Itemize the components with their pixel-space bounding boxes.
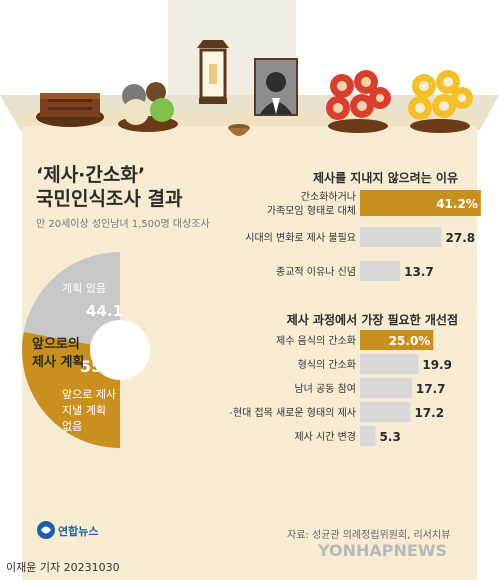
category-label: 시대의 변화로 제사 불필요: [245, 232, 356, 244]
bar-0: [360, 190, 481, 216]
category-label: 가족모임 형태로 대체: [267, 204, 356, 217]
bar-chart-title: 제사 과정에서 가장 필요한 개선점: [287, 312, 458, 327]
lantern-icon: [197, 40, 229, 104]
pie-title: 제사 계획: [32, 354, 84, 370]
pie-label-1: 없음: [62, 420, 82, 433]
value-label: 41.2%: [436, 197, 478, 211]
pie-label-1: 지낼 계획: [62, 404, 106, 417]
bar-2: [360, 378, 412, 398]
food-plate-icon: [36, 93, 104, 127]
byline: 이재윤 기자 20231030: [6, 561, 120, 574]
rice-cake-plate-icon: [118, 82, 178, 132]
bar-4: [360, 426, 376, 446]
pie-value-0: 44.1: [86, 302, 123, 320]
value-label: 25.0%: [389, 334, 431, 348]
category-label: 제사 시간 변경: [294, 430, 356, 443]
apple-plate-icon: [326, 70, 391, 133]
category-label: 간소화하거나: [301, 190, 356, 203]
bar-1: [360, 354, 419, 374]
title-line-1: ‘제사·간소화’: [36, 164, 146, 186]
yonhap-logo-icon: [37, 521, 55, 539]
pie-label-1: 앞으로 제사: [62, 388, 116, 401]
pear-plate-icon: [408, 70, 473, 133]
pie-value-1: 55.9%: [80, 357, 136, 376]
pie-title: 앞으로의: [32, 336, 80, 352]
source-note: 자료: 성균관 의례정립위원회, 리서치뷰: [287, 530, 451, 541]
value-label: 17.7: [416, 382, 446, 396]
watermark: YONHAPNEWS: [318, 541, 447, 560]
category-label: 종교적 이유나 신념: [276, 266, 356, 278]
pie-center: [90, 320, 150, 380]
survey-subtitle: 만 20세이상 성인남녀 1,500명 대상조사: [36, 219, 210, 230]
value-label: 27.8: [446, 231, 476, 245]
bar-2: [360, 261, 401, 281]
category-label: 제수 음식의 간소화: [276, 335, 356, 347]
category-label: 남녀 공동 참여: [294, 383, 356, 395]
agency-logo-text: 연합뉴스: [58, 525, 99, 538]
value-label: 5.3: [380, 430, 401, 444]
category-label: 전통+현대 접목 새로운 형태의 제사: [230, 407, 356, 419]
pie-slice-0: [23, 252, 120, 350]
bar-1: [360, 227, 442, 247]
title-line-2: 국민인식조사 결과: [36, 188, 183, 210]
pie-label-0: 계획 있음: [62, 282, 106, 295]
category-label: 형식의 간소화: [298, 359, 356, 371]
incense-bowl-icon: [228, 124, 250, 136]
bar-3: [360, 402, 411, 422]
value-label: 17.2: [414, 406, 444, 420]
bar-chart-title: 제사를 지내지 않으려는 이유: [313, 170, 458, 185]
memorial-portrait-icon: [254, 58, 298, 116]
bar-0: [360, 330, 434, 350]
value-label: 13.7: [404, 265, 434, 279]
value-label: 19.9: [422, 358, 452, 372]
